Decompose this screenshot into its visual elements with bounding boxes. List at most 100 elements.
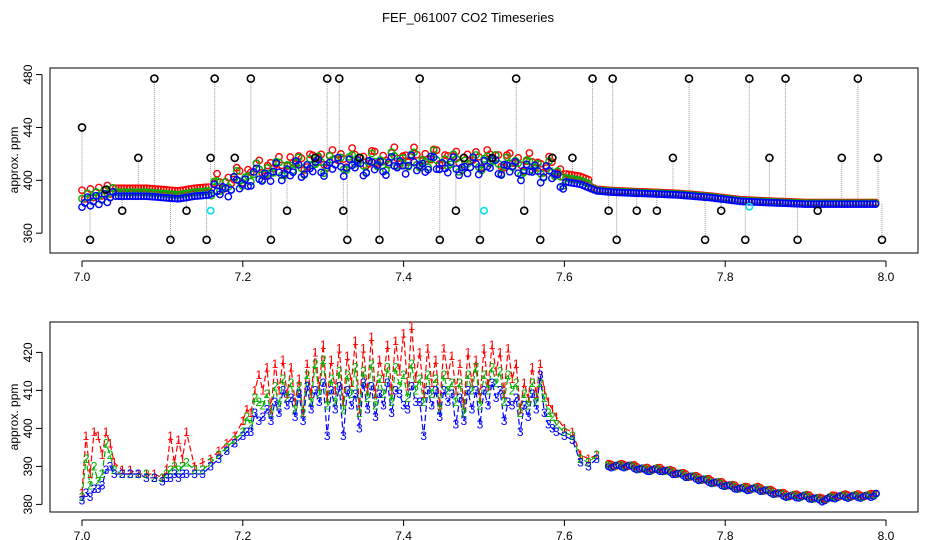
series-3-point (640, 189, 649, 198)
series-3-point (382, 171, 390, 179)
series-1-label: 1 (416, 345, 423, 359)
series-1-label: 1 (356, 402, 363, 416)
series-1-label: 1 (296, 372, 303, 386)
series-2-label: 2 (276, 399, 283, 413)
series-3-tail-point (872, 489, 880, 498)
series-1-label: 1 (264, 361, 271, 375)
bottom-y-tick-label: 400 (21, 418, 35, 438)
series-1-label: 1 (376, 353, 383, 367)
series-3-point (165, 194, 174, 202)
series-3-point (615, 188, 624, 197)
spike-point (793, 235, 802, 245)
series-3-point (407, 151, 416, 160)
series-3-label: 3 (352, 387, 359, 401)
series-1-label: 1 (292, 395, 299, 409)
spike-point (338, 206, 348, 216)
series-3-point (860, 200, 869, 209)
series-3-point (871, 200, 880, 209)
series-1-label: 1 (247, 406, 254, 420)
series-3-label: 3 (296, 387, 303, 401)
spike-point (310, 153, 320, 163)
series-3-point (539, 173, 548, 182)
spike-point (459, 153, 469, 163)
series-3-point (559, 184, 568, 193)
series-3-point (719, 195, 728, 204)
series-2-label: 2 (521, 387, 528, 401)
series-3-label: 3 (465, 383, 472, 397)
series-3-point (140, 192, 148, 201)
series-1-label: 1 (87, 467, 94, 481)
series-3-point (795, 199, 804, 208)
series-1-label: 1 (577, 448, 584, 462)
series-3-point (401, 170, 410, 178)
series-3-point (83, 193, 92, 201)
series-2-label: 2 (159, 471, 166, 485)
series-3-label: 3 (376, 387, 383, 401)
series-1-label: 1 (517, 402, 524, 416)
series-1-point (235, 167, 244, 175)
series-2-label: 2 (356, 406, 363, 420)
series-1-label: 1 (171, 456, 178, 470)
series-3-point (145, 192, 154, 201)
series-2-label: 2 (239, 425, 246, 439)
series-3-point (553, 170, 562, 179)
top-x-tick-label: 7.4 (395, 270, 412, 284)
series-3-point (804, 200, 812, 209)
series-3-point (125, 192, 134, 201)
series-3-point (173, 194, 182, 203)
series-3-point (775, 199, 784, 207)
series-3-point (339, 172, 348, 181)
series-2-label: 2 (103, 437, 110, 451)
series-3-point (854, 200, 863, 209)
bottom-plot-frame (49, 321, 919, 513)
series-3-point (232, 175, 241, 184)
series-2-label: 2 (549, 410, 556, 424)
spike-point (475, 235, 485, 245)
series-3-point (784, 199, 793, 208)
spike-point (519, 206, 529, 216)
series-3-point (781, 199, 790, 208)
series-3-point (790, 199, 798, 208)
series-2-label: 2 (284, 391, 291, 405)
spike-point (206, 153, 215, 163)
series-3-label: 3 (424, 383, 431, 397)
series-1-label: 1 (505, 342, 512, 356)
cyan-point (479, 206, 488, 215)
bottom-y-tick-label: 380 (21, 494, 35, 514)
series-2-label: 2 (469, 383, 476, 397)
series-3-point (820, 200, 829, 209)
series-3-point (190, 192, 199, 201)
spike-point (415, 74, 424, 83)
series-2-label: 2 (336, 364, 343, 378)
series-2-label: 2 (444, 383, 451, 397)
series-2-label: 2 (384, 361, 391, 375)
spike-point (166, 235, 175, 245)
series-2-label: 2 (505, 368, 512, 382)
series-1-label: 1 (585, 452, 592, 466)
series-3-point (533, 167, 542, 176)
series-3-point (159, 193, 168, 202)
series-1-label: 1 (308, 387, 315, 401)
series-3-point (497, 171, 506, 179)
spike-point (608, 74, 617, 83)
series-3-label: 3 (247, 425, 254, 439)
series-3-label: 3 (489, 376, 496, 390)
series-3-point (621, 188, 630, 197)
top-x-tick-label: 7.2 (234, 270, 251, 284)
series-3-point (266, 177, 275, 186)
top-y-tick-label: 440 (21, 117, 35, 137)
series-3-point (258, 177, 266, 185)
series-2-point (367, 149, 376, 158)
series-3-label: 3 (372, 410, 379, 424)
series-1-label: 1 (175, 433, 182, 447)
series-2-label: 2 (247, 418, 254, 432)
series-3-point (863, 200, 872, 209)
series-3-label: 3 (368, 380, 375, 394)
series-3-label: 3 (260, 410, 267, 424)
series-1-label: 1 (509, 372, 516, 386)
series-3-point (92, 191, 100, 200)
series-3-point (739, 197, 748, 206)
bottom-x-tick-label: 8.0 (878, 529, 895, 540)
series-1-label: 1 (432, 353, 439, 367)
